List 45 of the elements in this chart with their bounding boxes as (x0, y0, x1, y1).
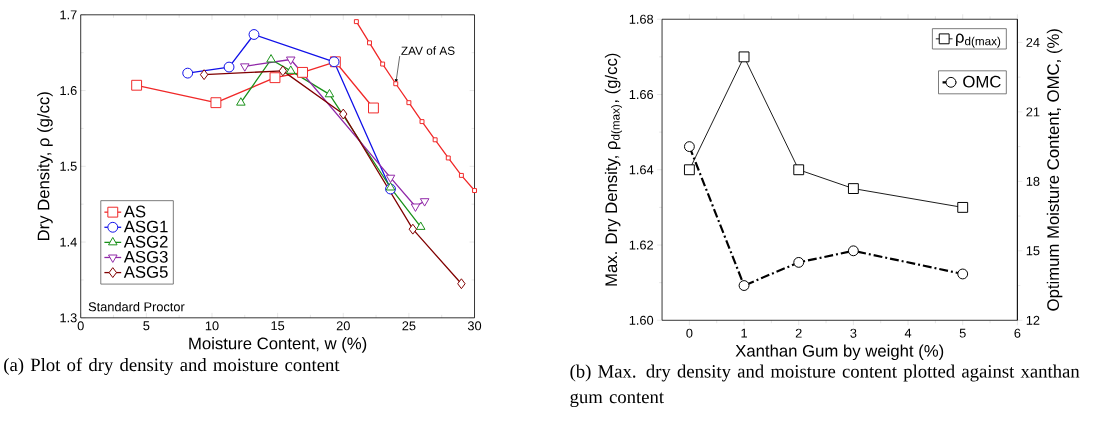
y-tick-label: 1.5 (60, 161, 77, 171)
y-tick-label: 1.6 (60, 85, 77, 96)
x-tick-label: 20 (336, 321, 350, 331)
y2-axis-title: Optimum Moisture Content, OMC, (%) (1046, 29, 1063, 311)
x-tick-label: 10 (205, 321, 219, 331)
y2-tick-label: 18 (1026, 176, 1040, 186)
y2-tick-label: 12 (1026, 315, 1040, 325)
y2-tick-label: 24 (1026, 37, 1040, 47)
legend-label: ASG5 (123, 265, 168, 278)
y-tick-label: 1.68 (629, 14, 654, 24)
x-axis-title: Xanthan Gum by weight (%) (735, 344, 944, 361)
y-axis-title: Max. Dry Density, ρ$_{d(max)}$, (g/cc) (604, 53, 623, 286)
x-tick-label: 3 (850, 328, 857, 338)
y-tick-label: 1.64 (629, 165, 654, 175)
x-tick-label: 25 (402, 321, 416, 331)
x-axis-title: Moisture Content, w (%) (189, 337, 367, 353)
y-axis-title: Dry Density, ρ (g/cc) (37, 92, 53, 241)
y-tick-label: 1.7 (60, 10, 77, 20)
x-tick-label: 0 (686, 328, 693, 338)
x-tick-label: 6 (1014, 328, 1021, 338)
y-tick-label: 1.3 (60, 313, 77, 323)
y-tick-label: 1.62 (629, 240, 653, 250)
legend-label: OMC (963, 75, 1001, 88)
x-tick-label: 1 (741, 328, 747, 338)
y-tick-label: 1.60 (629, 315, 654, 325)
y-tick-label: 1.66 (629, 89, 654, 99)
x-tick-label: 4 (904, 328, 912, 338)
y-tick-label: 1.4 (60, 237, 77, 247)
x-tick-label: 5 (959, 328, 966, 338)
x-tick-label: 5 (143, 321, 150, 331)
annotation: ZAV of AS (401, 46, 455, 55)
annotation: Standard Proctor (88, 301, 185, 312)
x-tick-label: 0 (77, 321, 84, 331)
legend-label: AS (123, 205, 146, 218)
y2-tick-label: 21 (1026, 107, 1040, 117)
legend-label: ASG1 (123, 220, 168, 233)
legend-label: ASG3 (123, 250, 168, 263)
legend-label: ASG2 (123, 235, 168, 248)
x-tick-label: 2 (795, 328, 802, 338)
x-tick-label: 30 (467, 321, 482, 331)
y2-tick-label: 15 (1026, 246, 1040, 256)
legend-label: ρ$_{d(max)}$ (956, 33, 1001, 48)
text: (a) Plot of dry density and moisture content (4, 357, 340, 375)
text: (b) Max. dry density and moisture content plotted against xanthan gum content (570, 364, 1080, 408)
x-tick-label: 15 (271, 321, 285, 331)
